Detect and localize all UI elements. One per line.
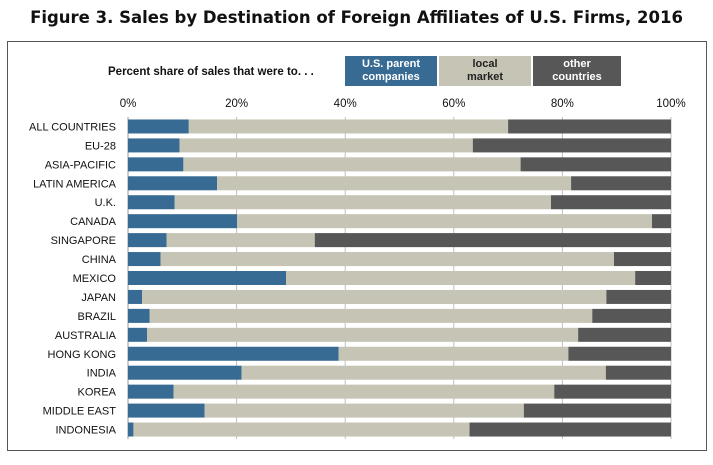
- bar-local-market: [142, 289, 607, 304]
- bar-other-countries: [635, 270, 671, 286]
- bar-other-countries: [606, 289, 671, 304]
- bar-local-market: [338, 346, 569, 361]
- bar-other-countries: [568, 346, 671, 361]
- category-label: CANADA: [70, 216, 117, 228]
- bar-us-parent: [128, 138, 180, 153]
- bar-local-market: [133, 422, 470, 437]
- bar-other-countries: [605, 365, 671, 380]
- category-label: MEXICO: [73, 273, 117, 285]
- bar-us-parent: [128, 195, 175, 210]
- bar-other-countries: [571, 176, 671, 191]
- bar-local-market: [174, 195, 551, 210]
- legend-lead-text: Percent share of sales that were to. . .: [108, 66, 314, 78]
- bar-local-market: [166, 233, 315, 248]
- x-tick-label: 100%: [656, 98, 685, 110]
- bar-local-market: [183, 157, 521, 172]
- category-label: SINGAPORE: [51, 235, 116, 247]
- bar-other-countries: [651, 214, 671, 229]
- bar-us-parent: [128, 308, 150, 323]
- bar-local-market: [149, 308, 593, 323]
- x-tick-label: 20%: [225, 98, 248, 110]
- legend-us-parent: U.S. parent companies: [345, 56, 437, 86]
- bar-other-countries: [314, 233, 671, 248]
- bar-other-countries: [523, 403, 671, 418]
- x-tick-label: 60%: [442, 98, 465, 110]
- x-tick-label: 40%: [334, 98, 357, 110]
- bar-local-market: [237, 214, 652, 229]
- legend-local-market: local market: [439, 56, 531, 86]
- category-label: KOREA: [77, 387, 116, 399]
- bar-local-market: [173, 384, 555, 399]
- category-label: CHINA: [82, 254, 117, 266]
- category-label: MIDDLE EAST: [43, 406, 117, 418]
- category-label: ALL COUNTRIES: [29, 121, 116, 133]
- bar-us-parent: [128, 384, 174, 399]
- bar-us-parent: [128, 403, 205, 418]
- bar-us-parent: [128, 157, 184, 172]
- chart-frame: [7, 41, 707, 451]
- category-label: JAPAN: [81, 292, 116, 304]
- x-tick-label: 0%: [120, 98, 137, 110]
- bar-us-parent: [128, 214, 238, 229]
- bar-local-market: [286, 270, 636, 286]
- category-label: INDIA: [87, 368, 117, 380]
- bar-other-countries: [472, 138, 671, 153]
- bar-local-market: [204, 403, 524, 418]
- category-label: LATIN AMERICA: [33, 178, 117, 190]
- bar-local-market: [188, 119, 509, 134]
- bar-local-market: [179, 138, 473, 153]
- chart-title: Figure 3. Sales by Destination of Foreig…: [30, 8, 683, 27]
- bar-local-market: [241, 365, 606, 380]
- bar-local-market: [160, 252, 614, 267]
- bar-other-countries: [469, 422, 671, 437]
- bar-other-countries: [578, 327, 671, 342]
- category-label: AUSTRALIA: [55, 330, 117, 342]
- bar-us-parent: [128, 327, 148, 342]
- bar-us-parent: [128, 252, 161, 267]
- bar-other-countries: [554, 384, 671, 399]
- bar-other-countries: [613, 252, 671, 267]
- x-tick-label: 80%: [551, 98, 574, 110]
- category-label: HONG KONG: [48, 349, 116, 361]
- bar-local-market: [217, 176, 572, 191]
- bar-us-parent: [128, 365, 242, 380]
- bar-other-countries: [592, 308, 671, 323]
- bar-us-parent: [128, 270, 287, 286]
- bar-us-parent: [128, 289, 143, 304]
- bar-other-countries: [508, 119, 671, 134]
- bar-other-countries: [550, 195, 671, 210]
- bar-us-parent: [128, 233, 167, 248]
- category-label: BRAZIL: [77, 311, 116, 323]
- category-label: U.K.: [95, 197, 116, 209]
- category-label: EU-28: [85, 140, 116, 152]
- bar-other-countries: [520, 157, 671, 172]
- bar-us-parent: [128, 422, 134, 437]
- bar-us-parent: [128, 176, 218, 191]
- category-label: INDONESIA: [55, 425, 116, 437]
- legend-other-countries: other countries: [533, 56, 621, 86]
- bar-us-parent: [128, 346, 339, 361]
- category-label: ASIA-PACIFIC: [45, 159, 116, 171]
- bar-local-market: [147, 327, 579, 342]
- bar-us-parent: [128, 119, 189, 134]
